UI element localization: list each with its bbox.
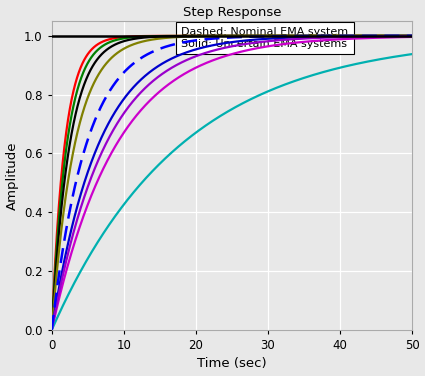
X-axis label: Time (sec): Time (sec)	[197, 358, 267, 370]
Title: Step Response: Step Response	[183, 6, 281, 18]
Text: Dashed: Nominal EMA system
Solid: Uncertain EMA systems: Dashed: Nominal EMA system Solid: Uncert…	[181, 27, 348, 49]
Y-axis label: Amplitude: Amplitude	[6, 141, 19, 210]
